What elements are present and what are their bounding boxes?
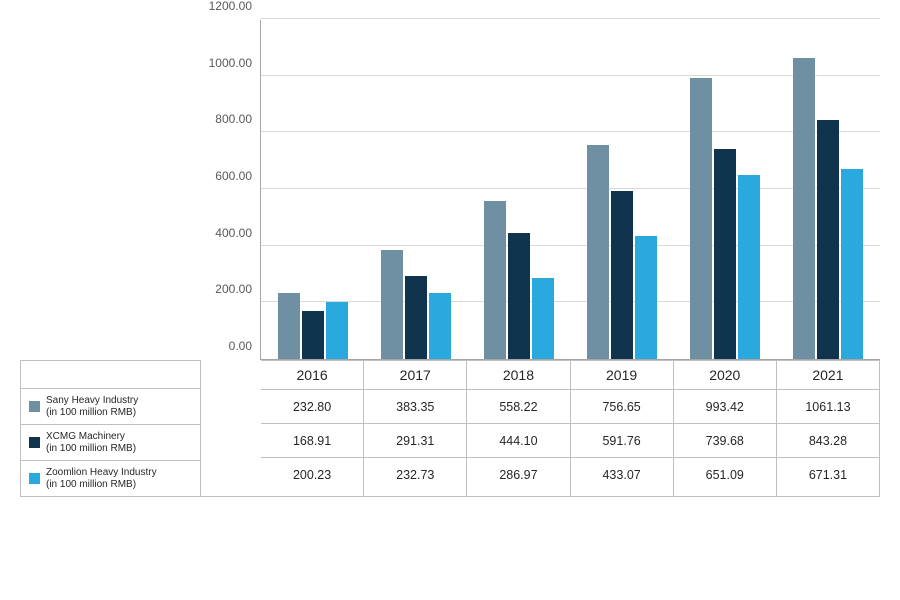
legend-row: XCMG Machinery(in 100 million RMB) <box>21 424 200 460</box>
data-cell: 1061.13 <box>777 389 879 423</box>
bar <box>532 278 554 359</box>
bar-group <box>364 20 467 359</box>
legend-row: Sany Heavy Industry(in 100 million RMB) <box>21 388 200 424</box>
legend-swatch <box>29 473 40 484</box>
data-cell: 739.68 <box>674 423 776 457</box>
bar <box>793 58 815 359</box>
data-columns: 2016232.80168.91200.232017383.35291.3123… <box>261 360 879 496</box>
data-cell: 232.73 <box>364 457 466 491</box>
plot-row: 0.00200.00400.00600.00800.001000.001200.… <box>20 20 880 360</box>
data-cell: 200.23 <box>261 457 363 491</box>
y-tick-label: 600.00 <box>215 169 252 183</box>
data-cell: 756.65 <box>571 389 673 423</box>
bar <box>817 120 839 359</box>
bar-group <box>777 20 880 359</box>
revenue-bar-chart: 0.00200.00400.00600.00800.001000.001200.… <box>20 20 880 497</box>
bar-group <box>571 20 674 359</box>
bar <box>635 236 657 359</box>
bar-group <box>261 20 364 359</box>
data-cell: 444.10 <box>467 423 569 457</box>
bar <box>508 233 530 359</box>
bar <box>738 175 760 359</box>
x-axis-label: 2016 <box>261 360 363 389</box>
bar <box>381 250 403 359</box>
legend-label: Zoomlion Heavy Industry(in 100 million R… <box>46 467 157 490</box>
x-axis-label: 2019 <box>571 360 673 389</box>
bar <box>714 149 736 359</box>
data-cell: 993.42 <box>674 389 776 423</box>
data-cell: 286.97 <box>467 457 569 491</box>
data-cell: 558.22 <box>467 389 569 423</box>
data-column: 2017383.35291.31232.73 <box>363 360 466 496</box>
bar-group <box>467 20 570 359</box>
data-column: 2020993.42739.68651.09 <box>673 360 776 496</box>
legend-label: Sany Heavy Industry(in 100 million RMB) <box>46 395 138 418</box>
legend-label: XCMG Machinery(in 100 million RMB) <box>46 431 136 454</box>
x-axis-label: 2018 <box>467 360 569 389</box>
y-tick-label: 400.00 <box>215 226 252 240</box>
y-tick-label: 1200.00 <box>209 0 252 13</box>
plot-col: 0.00200.00400.00600.00800.001000.001200.… <box>200 20 880 360</box>
bar <box>405 276 427 359</box>
bars-container <box>261 20 880 359</box>
y-tick-label: 200.00 <box>215 282 252 296</box>
data-column: 20211061.13843.28671.31 <box>776 360 879 496</box>
data-cell: 591.76 <box>571 423 673 457</box>
bar <box>302 311 324 359</box>
data-table: Sany Heavy Industry(in 100 million RMB) X… <box>20 360 880 497</box>
row-headers: Sany Heavy Industry(in 100 million RMB) X… <box>21 360 201 496</box>
data-cell: 651.09 <box>674 457 776 491</box>
bar-group <box>674 20 777 359</box>
data-cell: 843.28 <box>777 423 879 457</box>
data-column: 2019756.65591.76433.07 <box>570 360 673 496</box>
bar <box>841 169 863 359</box>
legend-swatch <box>29 437 40 448</box>
bar <box>690 78 712 359</box>
y-axis: 0.00200.00400.00600.00800.001000.001200.… <box>200 20 260 360</box>
x-axis-label: 2017 <box>364 360 466 389</box>
data-cell: 383.35 <box>364 389 466 423</box>
data-cell: 232.80 <box>261 389 363 423</box>
bar <box>587 145 609 359</box>
y-tick-label: 1000.00 <box>209 56 252 70</box>
bar <box>484 201 506 359</box>
x-axis-label: 2021 <box>777 360 879 389</box>
legend-row: Zoomlion Heavy Industry(in 100 million R… <box>21 460 200 496</box>
data-column: 2018558.22444.10286.97 <box>466 360 569 496</box>
data-cell: 433.07 <box>571 457 673 491</box>
data-cell: 291.31 <box>364 423 466 457</box>
bar <box>278 293 300 359</box>
y-tick-label: 800.00 <box>215 112 252 126</box>
x-axis-label: 2020 <box>674 360 776 389</box>
legend-swatch <box>29 401 40 412</box>
bar <box>429 293 451 359</box>
plot-area <box>260 20 880 360</box>
y-tick-label: 0.00 <box>229 339 252 353</box>
gridline <box>261 18 880 19</box>
data-column: 2016232.80168.91200.23 <box>261 360 363 496</box>
bar <box>611 191 633 359</box>
bar <box>326 302 348 359</box>
data-cell: 671.31 <box>777 457 879 491</box>
legend-spacer <box>20 20 200 360</box>
row-header-xaxis-empty <box>21 360 200 388</box>
data-cell: 168.91 <box>261 423 363 457</box>
